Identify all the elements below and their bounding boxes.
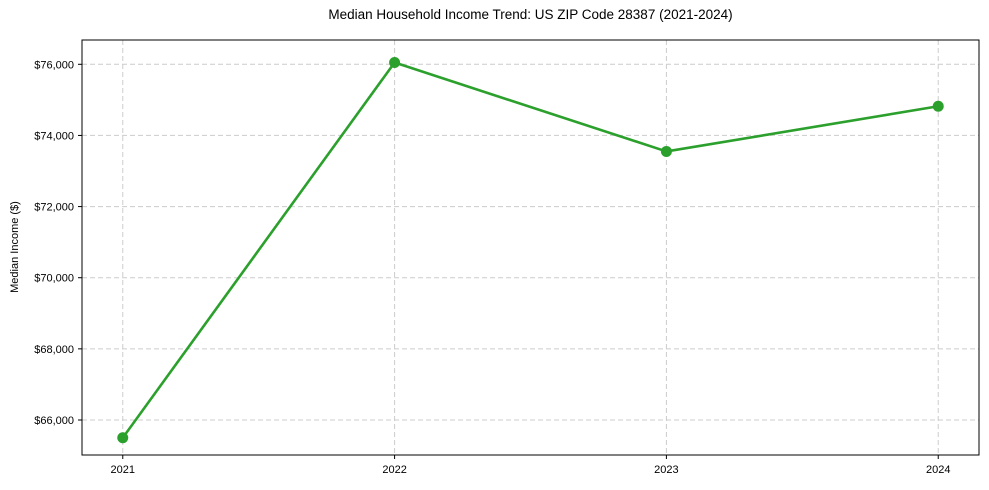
data-point-2022 [389,57,401,69]
data-point-2023 [660,145,672,157]
plot-border [81,39,980,456]
chart-title: Median Household Income Trend: US ZIP Co… [328,7,733,22]
data-point-2024 [932,100,944,112]
y-tick-label: $76,000 [34,59,74,71]
y-tick-label: $66,000 [34,415,74,427]
trend-line [121,61,940,440]
x-tick-label: 2023 [654,464,678,476]
y-tick-label: $68,000 [34,344,74,356]
x-tick-label: 2021 [111,464,135,476]
y-tick-label: $74,000 [34,130,74,142]
x-tick-label: 2024 [926,464,950,476]
x-tick-label: 2022 [382,464,406,476]
data-point-2021 [117,432,129,444]
y-tick-label: $72,000 [34,202,74,214]
y-tick-label: $70,000 [34,273,74,285]
